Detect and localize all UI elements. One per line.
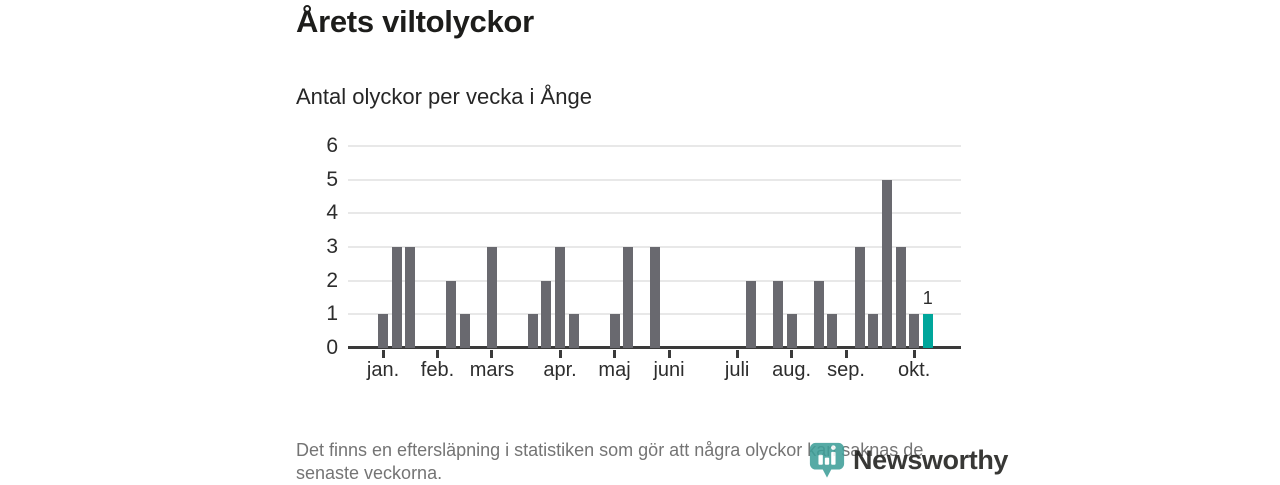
x-tick-maj — [613, 350, 617, 358]
newsworthy-logo: Newsworthy — [808, 441, 1008, 479]
x-tick-juni — [667, 350, 671, 358]
x-tick-label-juni: juni — [653, 359, 685, 381]
chart-subtitle: Antal olyckor per vecka i Ånge — [296, 84, 592, 109]
footnote: Det finns en eftersläpning i statistiken… — [296, 439, 923, 485]
bar-week-3 — [405, 247, 416, 348]
x-tick-label-jan: jan. — [366, 359, 400, 381]
value-annotation: 1 — [922, 288, 933, 309]
y-tick-label-1: 1 — [326, 302, 338, 326]
bar-week-19 — [623, 247, 634, 348]
x-tick-jan — [381, 350, 385, 358]
bar-week-21 — [650, 247, 661, 348]
y-tick-label-6: 6 — [326, 134, 338, 157]
x-tick-label-okt: okt. — [898, 359, 931, 381]
newsworthy-pin-barchart-icon — [808, 441, 846, 479]
bar-week-37 — [868, 314, 879, 348]
x-tick-apr — [558, 350, 562, 358]
bar-week-38 — [881, 179, 892, 348]
x-tick-label-apr: apr. — [543, 359, 577, 381]
bar-week-1 — [378, 314, 388, 348]
bar-week-6 — [446, 280, 457, 348]
newsworthy-logo-text: Newsworthy — [853, 444, 1009, 475]
bar-week-28 — [745, 280, 756, 348]
bar-week-41 — [922, 314, 933, 348]
x-tick-label-mars: mars — [469, 359, 515, 381]
bar-week-18 — [609, 314, 620, 348]
bar-week-40 — [909, 314, 920, 348]
y-tick-label-5: 5 — [326, 167, 338, 191]
x-tick-feb — [435, 350, 439, 358]
x-tick-label-maj: maj — [598, 359, 631, 381]
x-tick-juli — [735, 350, 739, 358]
bar-week-9 — [486, 247, 497, 348]
x-tick-sep — [844, 350, 848, 358]
x-tick-label-aug: aug. — [772, 359, 812, 381]
bar-week-13 — [541, 280, 552, 348]
gridline-y-5 — [348, 178, 961, 181]
x-tick-label-sep: sep. — [827, 359, 865, 381]
bar-week-30 — [772, 280, 783, 348]
footnote-line-2: senaste veckorna. — [296, 463, 443, 483]
gridline-y-4 — [348, 212, 961, 215]
x-tick-aug — [790, 350, 794, 358]
bar-week-36 — [854, 247, 865, 348]
y-tick-label-2: 2 — [326, 268, 338, 292]
x-tick-label-juli: juli — [724, 359, 750, 381]
bar-week-14 — [555, 247, 566, 348]
x-tick-mars — [490, 350, 494, 358]
bar-week-39 — [895, 247, 906, 348]
bar-week-33 — [813, 280, 824, 348]
chart-title: Årets viltolyckor — [296, 4, 534, 39]
bar-chart-plot-area: 0 1 2 3 4 5 6 jan. feb. mars apr. maj juni juli aug. se… — [326, 134, 961, 381]
y-tick-label-0: 0 — [326, 336, 338, 359]
bar-week-2 — [391, 247, 402, 348]
bar-week-31 — [786, 314, 797, 348]
bar-week-15 — [568, 314, 579, 348]
y-tick-label-3: 3 — [326, 235, 338, 258]
footnote-line-1: Det finns en eftersläpning i statistiken… — [296, 440, 924, 460]
bar-week-34 — [827, 314, 838, 348]
x-tick-label-feb: feb. — [420, 359, 455, 381]
gridline-y-6 — [348, 145, 961, 147]
x-tick-okt — [912, 350, 916, 358]
bar-week-12 — [527, 314, 538, 348]
bar-week-7 — [459, 314, 470, 348]
y-tick-label-4: 4 — [326, 201, 338, 225]
